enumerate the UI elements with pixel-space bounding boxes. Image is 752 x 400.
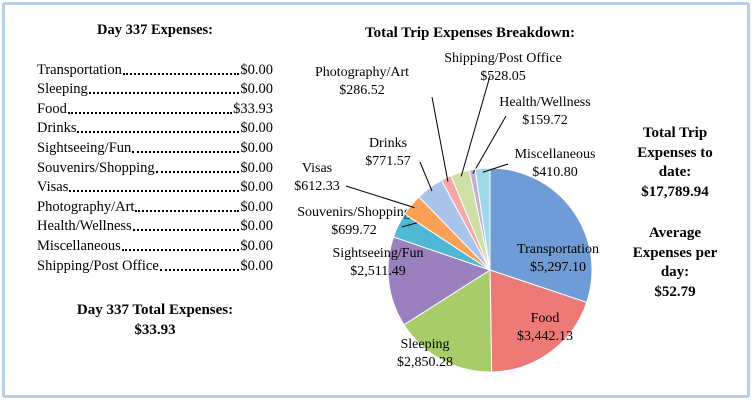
expense-row: Drinks $0.00 bbox=[37, 118, 273, 138]
expense-row: Shipping/Post Office $0.00 bbox=[37, 255, 273, 275]
slice-value: $612.33 bbox=[294, 179, 340, 194]
slice-value: $2,850.28 bbox=[397, 355, 453, 370]
slice-value: $410.80 bbox=[532, 165, 578, 180]
pie-slice bbox=[403, 269, 493, 373]
daily-list: Day 337 Expenses: Transportation $0.00 Sle… bbox=[37, 22, 273, 275]
pie-slice bbox=[489, 269, 588, 373]
leader-line bbox=[345, 185, 415, 209]
slice-value: $528.05 bbox=[480, 69, 526, 84]
dot-leader bbox=[135, 209, 240, 212]
expense-value: $33.93 bbox=[233, 100, 273, 117]
expense-row: Photography/Art $0.00 bbox=[37, 196, 273, 216]
expense-row: Sleeping $0.00 bbox=[37, 79, 273, 99]
expense-row: Visas $0.00 bbox=[37, 177, 273, 197]
slice-label: Visas bbox=[302, 161, 332, 176]
expense-row: Food $33.93 bbox=[37, 98, 273, 118]
dot-leader bbox=[155, 170, 240, 173]
slice-label: Photography/Art bbox=[315, 65, 409, 80]
expense-value: $0.00 bbox=[240, 159, 273, 176]
expense-row: Sightseeing/Fun $0.00 bbox=[37, 137, 273, 157]
expense-name: Sightseeing/Fun bbox=[37, 139, 132, 156]
average-value: $52.79 bbox=[654, 283, 696, 300]
expense-name: Visas bbox=[37, 179, 69, 196]
expense-value: $0.00 bbox=[240, 237, 273, 254]
expense-name: Photography/Art bbox=[37, 198, 135, 215]
expense-value: $0.00 bbox=[240, 257, 273, 274]
expense-name: Drinks bbox=[37, 120, 77, 137]
expense-name: Food bbox=[37, 100, 67, 117]
leader-line bbox=[401, 221, 421, 228]
expense-name: Miscellaneous bbox=[37, 237, 121, 254]
dot-leader bbox=[69, 190, 240, 193]
pie-slice bbox=[489, 167, 593, 304]
chart-title: Total Trip Expenses Breakdown: bbox=[365, 25, 575, 41]
slice-label: Food bbox=[531, 311, 560, 326]
slice-label: Miscellaneous bbox=[515, 147, 596, 162]
slice-value: $159.72 bbox=[522, 113, 568, 128]
daily-title: Day 337 Expenses: bbox=[96, 22, 213, 38]
slice-label: Shipping/Post Office bbox=[444, 51, 562, 66]
expense-value: $0.00 bbox=[240, 120, 273, 137]
average-label: Average Expenses per day: bbox=[632, 225, 718, 280]
pie-slice bbox=[387, 236, 492, 326]
slice-label: Sightseeing/Fun bbox=[332, 246, 423, 261]
expense-name: Souvenirs/Shopping bbox=[37, 159, 155, 176]
expense-value: $0.00 bbox=[240, 81, 273, 98]
slice-label: Health/Wellness bbox=[499, 95, 590, 110]
leader-line bbox=[482, 163, 509, 173]
slice-label: Souvenirs/Shopping bbox=[297, 205, 411, 220]
expense-row: Transportation $0.00 bbox=[37, 59, 273, 79]
dot-leader bbox=[77, 131, 240, 134]
slice-value: $771.57 bbox=[365, 154, 411, 169]
expense-value: $0.00 bbox=[240, 218, 273, 235]
dot-leader bbox=[159, 268, 240, 271]
dot-leader bbox=[67, 111, 233, 114]
dot-leader bbox=[132, 229, 240, 232]
slice-value: $3,442.13 bbox=[517, 329, 573, 344]
expense-name: Health/Wellness bbox=[37, 218, 132, 235]
expense-name: Shipping/Post Office bbox=[37, 257, 159, 274]
trip-total-label: Total Trip Expenses to date: bbox=[637, 125, 713, 180]
slice-label: Transportation bbox=[517, 242, 599, 257]
leader-line bbox=[460, 75, 491, 177]
expense-value: $0.00 bbox=[240, 179, 273, 196]
slice-value: $699.72 bbox=[331, 223, 377, 238]
expense-name: Sleeping bbox=[37, 81, 88, 98]
dot-leader bbox=[121, 248, 240, 251]
slice-label: Sleeping bbox=[401, 337, 450, 352]
dot-leader bbox=[88, 92, 240, 95]
expense-name: Transportation bbox=[37, 61, 122, 78]
expense-value: $0.00 bbox=[240, 198, 273, 215]
trip-total: Total Trip Expenses to date: $17,789.94 bbox=[625, 124, 725, 202]
expense-row: Miscellaneous $0.00 bbox=[37, 235, 273, 255]
daily-total-label: Day 337 Total Expenses: bbox=[76, 302, 234, 318]
expense-value: $0.00 bbox=[240, 61, 273, 78]
daily-total-value: $33.93 bbox=[134, 322, 176, 338]
slice-value: $286.52 bbox=[339, 83, 385, 98]
slice-value: $5,297.10 bbox=[530, 260, 586, 275]
dot-leader bbox=[132, 150, 240, 153]
pie-slice bbox=[474, 167, 491, 271]
trip-total-value: $17,789.94 bbox=[641, 183, 709, 200]
daily-total: Day 337 Total Expenses: $33.93 bbox=[40, 300, 270, 340]
leader-line bbox=[472, 115, 507, 174]
leader-line bbox=[431, 96, 449, 182]
dot-leader bbox=[122, 72, 240, 75]
slice-value: $2,511.49 bbox=[350, 264, 405, 279]
slice-label: Drinks bbox=[369, 136, 407, 151]
average: Average Expenses per day: $52.79 bbox=[625, 224, 725, 302]
expense-row: Souvenirs/Shopping $0.00 bbox=[37, 157, 273, 177]
expense-row: Health/Wellness $0.00 bbox=[37, 216, 273, 236]
expense-value: $0.00 bbox=[240, 139, 273, 156]
leader-line bbox=[419, 161, 433, 192]
